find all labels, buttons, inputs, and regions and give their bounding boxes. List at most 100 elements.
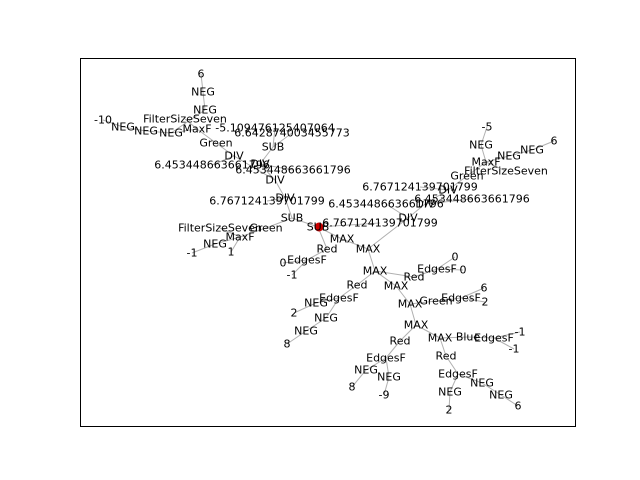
tree-edge	[122, 126, 147, 132]
node-label: -1	[287, 269, 298, 282]
node-label: DIV	[415, 198, 435, 211]
node-label: FilterSizeSeven	[178, 222, 262, 235]
tree-edge	[102, 119, 124, 128]
tree-edge	[338, 284, 358, 299]
tree-edge	[293, 302, 317, 314]
tree-edge	[272, 132, 293, 148]
tree-edge	[233, 155, 276, 181]
tree-edge	[272, 127, 276, 148]
node-label: 2	[446, 404, 453, 417]
tree-edge	[409, 300, 437, 305]
node-label: NEG	[354, 364, 378, 377]
node-label: 6	[551, 135, 558, 148]
node-label: MaxF	[225, 231, 254, 244]
node-label: Red	[404, 271, 425, 284]
tree-edge	[184, 118, 198, 130]
node-label: DIV	[398, 212, 418, 225]
node-label: MAX	[330, 233, 355, 246]
tree-edge	[214, 236, 241, 245]
node-label: NEG	[191, 86, 215, 99]
node-label: MaxF	[471, 156, 500, 169]
tree-edge	[200, 73, 204, 93]
node-label: -5.109476125407064	[215, 122, 334, 135]
node-label: EdgesF	[441, 292, 481, 305]
node-label: NEG	[520, 144, 544, 157]
tree-edge	[202, 91, 206, 111]
node-label: DIV	[275, 192, 295, 205]
tree-edge	[413, 268, 438, 278]
tree-edge	[196, 128, 217, 144]
node-label: EdgesF	[287, 254, 327, 267]
tree-edge	[265, 217, 293, 229]
tree-edge	[374, 270, 397, 287]
tree-edge	[447, 175, 468, 191]
node-label: 2	[291, 307, 298, 320]
node-label: NEG	[470, 377, 494, 390]
tree-edge	[493, 331, 521, 339]
tree-edge	[191, 243, 216, 254]
node-label: 8	[284, 338, 291, 351]
node-label: 1	[228, 246, 235, 259]
node-label: NEG	[294, 325, 318, 338]
tree-edge	[399, 324, 417, 342]
tree-edge	[460, 287, 485, 299]
node-label: NEG	[193, 104, 217, 117]
node-label: NEG	[497, 150, 521, 163]
tree-edge	[230, 236, 241, 253]
tree-edge	[385, 357, 390, 378]
tree-edge	[531, 140, 555, 151]
node-label: NEG	[377, 371, 401, 384]
node-label: EdgesF	[438, 368, 478, 381]
node-label: Red	[317, 243, 338, 256]
node-label: DIV	[438, 184, 458, 197]
tree-edge	[365, 357, 387, 371]
tree-edge	[356, 270, 376, 286]
tree-edge	[448, 391, 451, 411]
node-label: 0	[452, 251, 459, 264]
node-label: MAX	[428, 332, 453, 345]
node-label: NEG	[469, 139, 493, 152]
node-label: 8	[349, 381, 356, 394]
node-label: DIV	[265, 174, 285, 187]
tree-edge	[493, 337, 515, 350]
tree-edge	[259, 146, 274, 165]
node-label: EdgesF	[417, 263, 457, 276]
node-label: MAX	[384, 280, 409, 293]
tree-edge	[239, 227, 267, 238]
tree-edge	[341, 238, 369, 250]
tree-edge	[500, 394, 519, 407]
node-label: 6.767124139701799	[322, 217, 437, 230]
tree-edge	[284, 197, 293, 219]
tree-edge	[424, 189, 449, 205]
node-label: -1	[515, 326, 526, 339]
plot-frame	[80, 58, 576, 427]
tree-edge	[367, 248, 376, 272]
node-label: NEG	[134, 125, 158, 138]
tree-edge	[317, 222, 381, 228]
node-label: NEG	[159, 127, 183, 140]
tree-edge	[385, 340, 401, 359]
node-label: NEG	[304, 297, 328, 310]
node-label: MAX	[398, 298, 423, 311]
tree-edge	[259, 163, 276, 181]
node-label: FilterSizeSeven	[143, 113, 227, 126]
node-label: -9	[379, 389, 390, 402]
node-label: -5	[482, 121, 493, 134]
node-label: MAX	[363, 265, 388, 278]
tree-edge	[215, 142, 235, 157]
node-label: SUB	[307, 221, 330, 234]
tree-edge	[385, 203, 409, 219]
node-label: EdgesF	[474, 332, 514, 345]
tree-edge	[286, 330, 307, 345]
node-label: 6.767124139701799	[362, 181, 477, 194]
node-label: 0	[280, 257, 287, 270]
tree-edge	[395, 285, 411, 305]
tree-edge	[274, 179, 286, 199]
node-label: 6	[481, 282, 488, 295]
node-label: -1	[187, 247, 198, 260]
tree-edge	[415, 324, 441, 339]
node-label: 0	[460, 264, 467, 277]
node-label: SUB	[281, 212, 304, 225]
tree-edge	[266, 197, 286, 202]
